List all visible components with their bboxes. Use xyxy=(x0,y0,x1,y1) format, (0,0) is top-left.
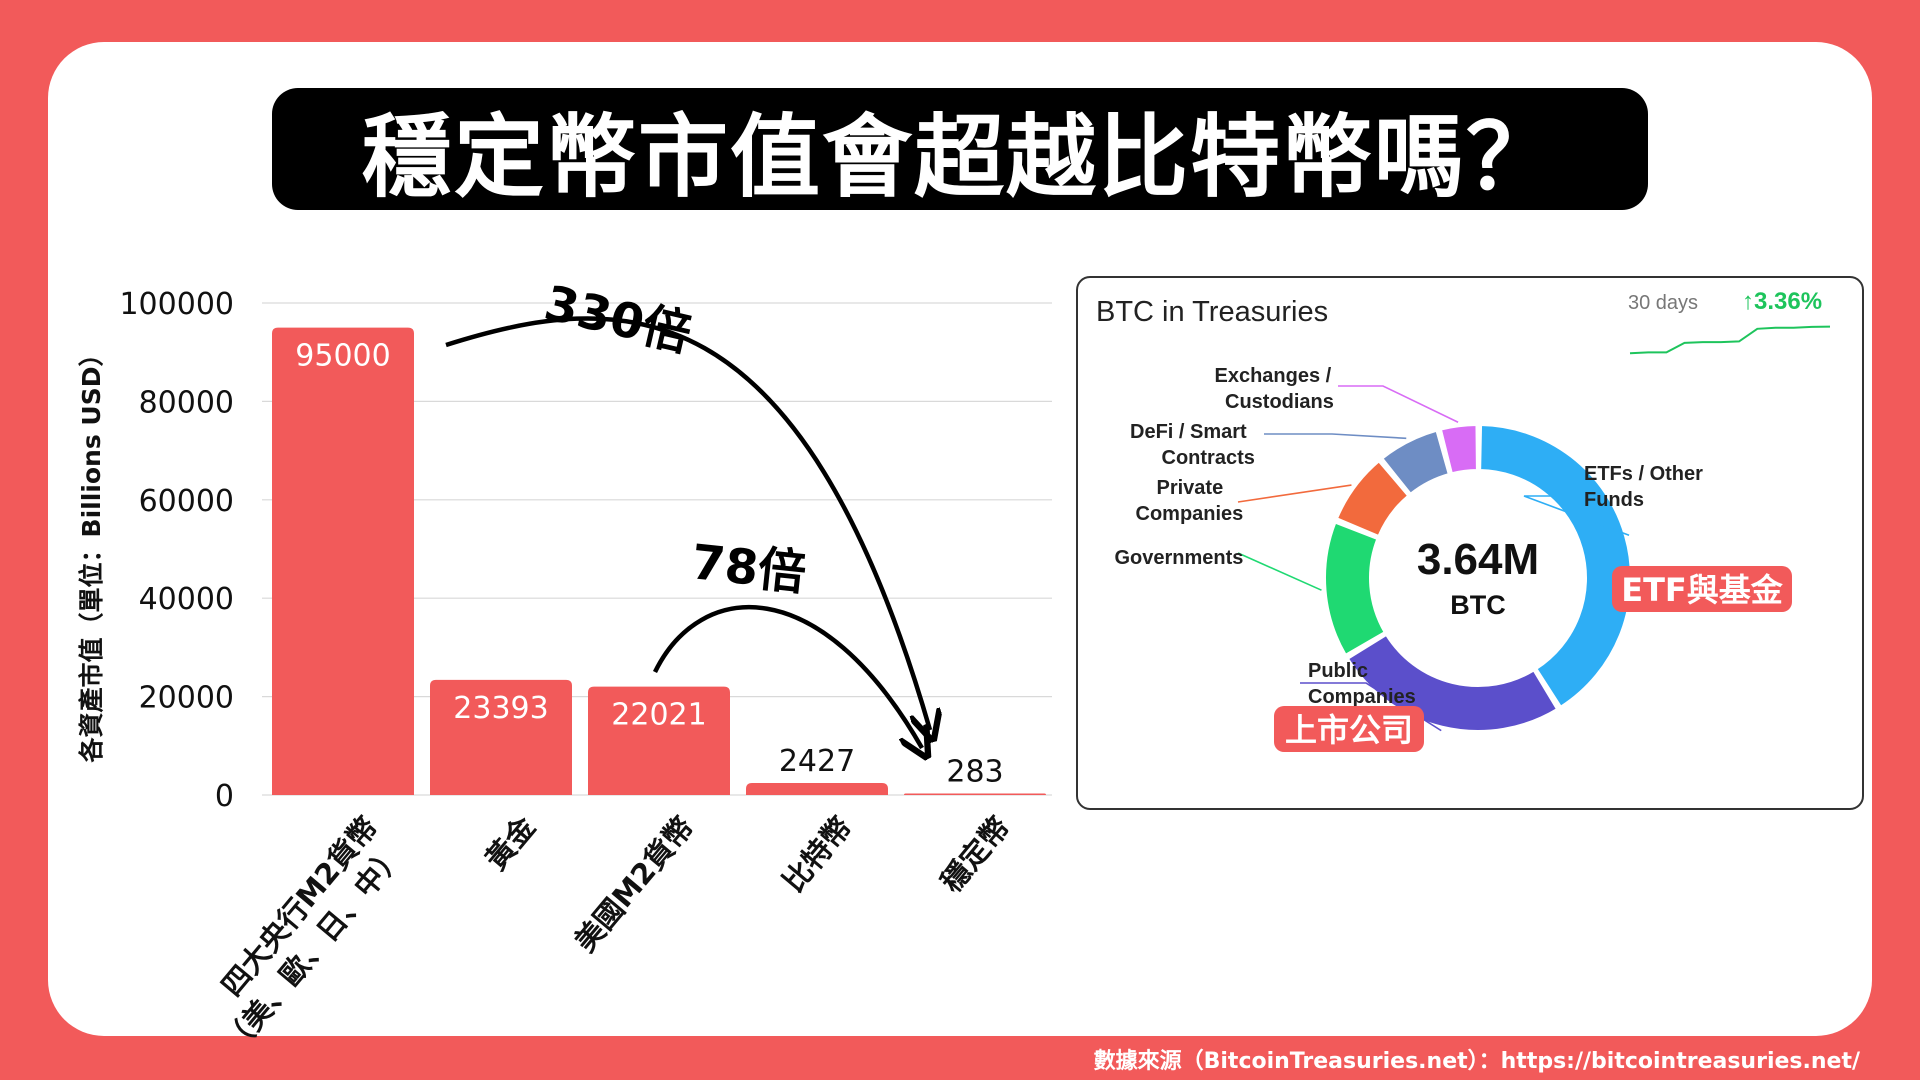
slice-leader-line xyxy=(1264,433,1407,440)
bar-value-label: 283 xyxy=(946,755,1003,790)
btc-treasuries-panel: BTC in Treasuries 30 days ↑3.36% ETFs / … xyxy=(1076,276,1864,810)
bar xyxy=(904,793,1046,795)
category-label-group: 四大央行M2貨幣（美、歐、日、中） xyxy=(215,810,411,1059)
arrow-78x xyxy=(652,604,922,748)
slice-label: Companies xyxy=(1308,686,1416,708)
bar xyxy=(588,686,730,795)
slice-label: Contracts xyxy=(1162,447,1255,469)
slice-label: Exchanges / xyxy=(1215,365,1332,387)
multiple-label-330: 330倍 xyxy=(539,275,696,363)
center-value: 3.64M xyxy=(1417,535,1539,584)
bar-value-label: 95000 xyxy=(295,339,390,374)
public-callout: 上市公司 xyxy=(1285,711,1413,749)
donut-slice xyxy=(1335,460,1410,538)
donut-slice xyxy=(1381,429,1450,496)
slice-label: ETFs / Other xyxy=(1584,463,1703,485)
slice-label: Governments xyxy=(1115,547,1244,569)
slice-leader-line xyxy=(1237,484,1352,503)
multiple-label-78: 78倍 xyxy=(689,534,809,602)
slice-label: Custodians xyxy=(1225,391,1334,413)
x-category-label: 穩定幣 xyxy=(934,810,1016,899)
bar-value-label: 23393 xyxy=(453,691,548,726)
slice-label: Public xyxy=(1308,660,1368,682)
x-category-label: 比特幣 xyxy=(776,810,858,899)
slice-label: DeFi / Smart xyxy=(1130,421,1247,443)
slice-label: Private xyxy=(1157,477,1224,499)
category-label-group: 黃金 xyxy=(479,809,543,876)
category-label-group: 比特幣 xyxy=(776,810,858,899)
change-percent: ↑3.36% xyxy=(1742,288,1823,315)
public-callout-bg xyxy=(1274,706,1424,752)
slice-leader-line xyxy=(1523,495,1630,536)
slice-leader-line xyxy=(1338,385,1459,423)
y-tick-label: 20000 xyxy=(139,681,234,716)
slice-label: Funds xyxy=(1584,489,1644,511)
bar xyxy=(430,679,572,795)
period-label: 30 days xyxy=(1628,292,1699,314)
donut-chart: ETFs / Other Funds Public Companies Governme… xyxy=(1115,325,1831,752)
center-unit: BTC xyxy=(1450,590,1506,620)
title-banner: 穩定幣市值會超越比特幣嗎？ xyxy=(272,88,1648,210)
slice-leader-line xyxy=(1237,552,1322,591)
slice-label: Companies xyxy=(1136,503,1244,525)
source-note: 數據來源（BitcoinTreasuries.net）：https://bitc… xyxy=(1093,1049,1860,1074)
bar xyxy=(272,327,414,795)
donut-slice xyxy=(1324,521,1386,657)
y-tick-label: 80000 xyxy=(139,385,234,420)
y-tick-label: 0 xyxy=(215,779,234,814)
x-category-label: 美國M2貨幣 xyxy=(568,810,700,958)
category-label-group: 穩定幣 xyxy=(934,810,1016,899)
category-label-group: 美國M2貨幣 xyxy=(568,810,700,958)
bar xyxy=(746,783,888,795)
donut-slice xyxy=(1479,424,1632,709)
btc-panel-title: BTC in Treasuries xyxy=(1096,296,1329,328)
etf-callout-bg xyxy=(1612,566,1792,612)
bar-value-label: 22021 xyxy=(611,698,706,733)
y-tick-label: 100000 xyxy=(119,287,234,322)
y-axis-label: 各資產市值（單位：Billions USD） xyxy=(77,342,106,764)
etf-callout: ETF與基金 xyxy=(1621,571,1784,609)
y-tick-label: 60000 xyxy=(139,484,234,519)
bar-value-label: 2427 xyxy=(779,744,855,779)
x-category-label: 黃金 xyxy=(479,809,543,876)
y-tick-label: 40000 xyxy=(139,582,234,617)
donut-slice xyxy=(1439,423,1478,475)
page-title: 穩定幣市值會超越比特幣嗎？ xyxy=(362,105,1558,210)
arrow-330x xyxy=(445,316,930,730)
trend-sparkline xyxy=(1629,325,1831,355)
